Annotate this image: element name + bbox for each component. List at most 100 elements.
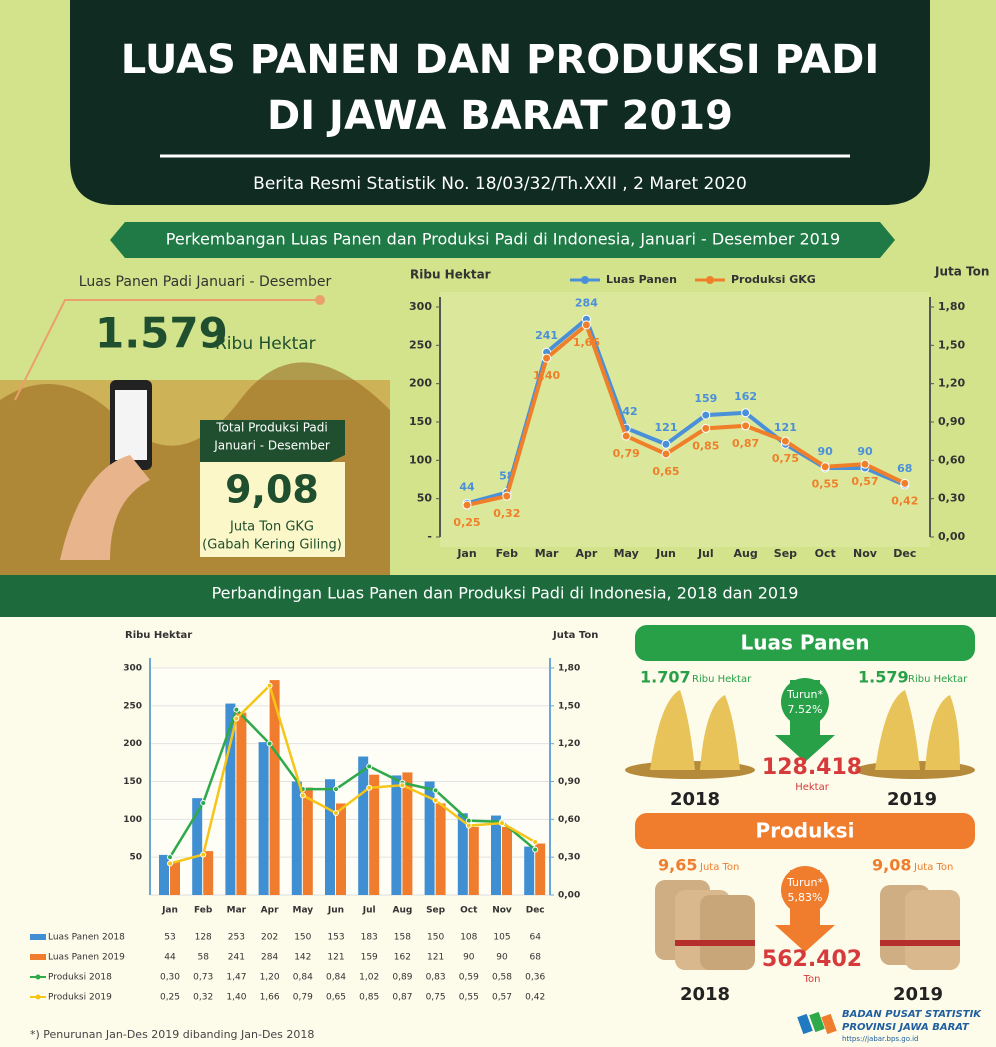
x-tick-label: Jul: [697, 547, 714, 560]
change-label: Turun*: [786, 688, 823, 701]
x-tick-label: Feb: [496, 547, 519, 560]
legend-swatch: [706, 276, 714, 284]
change-pct: 5,83%: [788, 891, 823, 904]
legend-label: Produksi 2018: [48, 973, 112, 983]
bar: [225, 703, 236, 895]
prod-label: Januari - Desember: [213, 439, 330, 453]
legend-label: Luas Panen 2019: [48, 953, 125, 963]
change-pct: 7.52%: [788, 703, 823, 716]
point: [860, 459, 870, 469]
data-label: 0,57: [851, 475, 878, 488]
x-tick-label: Dec: [893, 547, 916, 560]
x-tick-label: Nov: [492, 906, 512, 916]
prod-title: Produksi: [756, 819, 855, 843]
bar: [424, 781, 435, 895]
y2-tick-label: 0,60: [558, 815, 580, 825]
table-cell: 105: [493, 933, 510, 943]
x-tick-label: Sep: [426, 906, 446, 916]
data-label: 90: [857, 445, 873, 458]
point: [581, 320, 591, 330]
bar: [159, 854, 169, 895]
y2-tick-label: 1,50: [558, 701, 580, 711]
point: [366, 784, 373, 791]
table-cell: 158: [394, 933, 411, 943]
logo: [797, 1011, 837, 1035]
table-cell: 0,85: [359, 993, 379, 1003]
title-line: LUAS PANEN DAN PRODUKSI PADI: [121, 37, 879, 83]
leader-dot: [315, 295, 325, 305]
footnote: *) Penurunan Jan-Des 2019 dibanding Jan-…: [30, 1028, 314, 1041]
legend-label: Produksi 2019: [48, 993, 112, 1003]
point: [542, 353, 552, 363]
table-cell: 128: [195, 933, 212, 943]
table-cell: 253: [228, 933, 245, 943]
point: [432, 797, 439, 804]
bar: [402, 772, 413, 895]
x-tick-label: May: [614, 547, 639, 560]
y-tick-label: 300: [409, 300, 432, 313]
table-cell: 53: [164, 933, 175, 943]
y-tick-label: 100: [409, 453, 432, 466]
area-unit: Ribu Hektar: [215, 334, 316, 354]
table-cell: 0,58: [492, 973, 512, 983]
prod-diff: 562.402: [762, 947, 862, 972]
table-cell: 0,83: [426, 973, 446, 983]
table-cell: 1,20: [260, 973, 280, 983]
table-cell: 0,25: [160, 993, 180, 1003]
legend-swatch: [30, 934, 46, 940]
table-cell: 0,32: [193, 993, 213, 1003]
legend-label: Luas Panen 2018: [48, 933, 125, 943]
data-label: 0,65: [652, 465, 679, 478]
bar: [336, 803, 346, 895]
point: [465, 822, 472, 829]
prod-label: Total Produksi Padi: [215, 421, 327, 435]
table-cell: 108: [460, 933, 477, 943]
area-title: Luas Panen: [740, 631, 869, 655]
point: [532, 839, 539, 846]
area-diff: 128.418: [762, 755, 862, 780]
year-label: 2018: [670, 789, 720, 810]
prod-unit: Juta Ton: [913, 862, 953, 873]
table-cell: 162: [394, 953, 411, 963]
table-cell: 0,89: [392, 973, 412, 983]
legend-label: Luas Panen: [606, 273, 677, 286]
x-tick-label: Mar: [227, 906, 247, 916]
data-label: 162: [734, 390, 757, 403]
line-series: [466, 321, 906, 508]
y2-tick-label: 1,20: [558, 739, 580, 749]
y2-axis-title: Juta Ton: [552, 630, 598, 641]
bar: [491, 815, 501, 895]
data-label: 90: [818, 445, 834, 458]
point: [701, 423, 711, 433]
y-tick-label: 50: [129, 853, 142, 863]
table-cell: 0,59: [459, 973, 479, 983]
x-tick-label: Nov: [853, 547, 878, 560]
y-tick-label: -: [427, 530, 432, 543]
bar: [358, 756, 369, 895]
phone-screen: [115, 390, 147, 460]
table-cell: 121: [427, 953, 444, 963]
y-tick-label: 50: [417, 492, 433, 505]
bar: [170, 861, 180, 895]
point: [701, 410, 711, 420]
data-label: 44: [459, 480, 475, 493]
table-cell: 64: [529, 933, 541, 943]
point: [266, 740, 273, 747]
y2-tick-label: 0,30: [938, 492, 965, 505]
prod-unit: Juta Ton: [699, 862, 739, 873]
table-cell: 0,30: [160, 973, 180, 983]
y-tick-label: 100: [123, 815, 142, 825]
point: [741, 421, 751, 431]
point: [780, 436, 790, 446]
point: [432, 787, 439, 794]
prod-label-box: [200, 420, 345, 462]
y-axis-title: Ribu Hektar: [410, 268, 491, 282]
leader-line: [14, 299, 320, 401]
data-label: 1,40: [533, 369, 560, 382]
x-tick-label: Jun: [655, 547, 676, 560]
data-label: 284: [575, 296, 598, 309]
x-tick-label: Oct: [460, 906, 478, 916]
prod-2018: 9,65: [658, 856, 697, 875]
line-series: [169, 683, 536, 865]
x-tick-label: Sep: [774, 547, 797, 560]
